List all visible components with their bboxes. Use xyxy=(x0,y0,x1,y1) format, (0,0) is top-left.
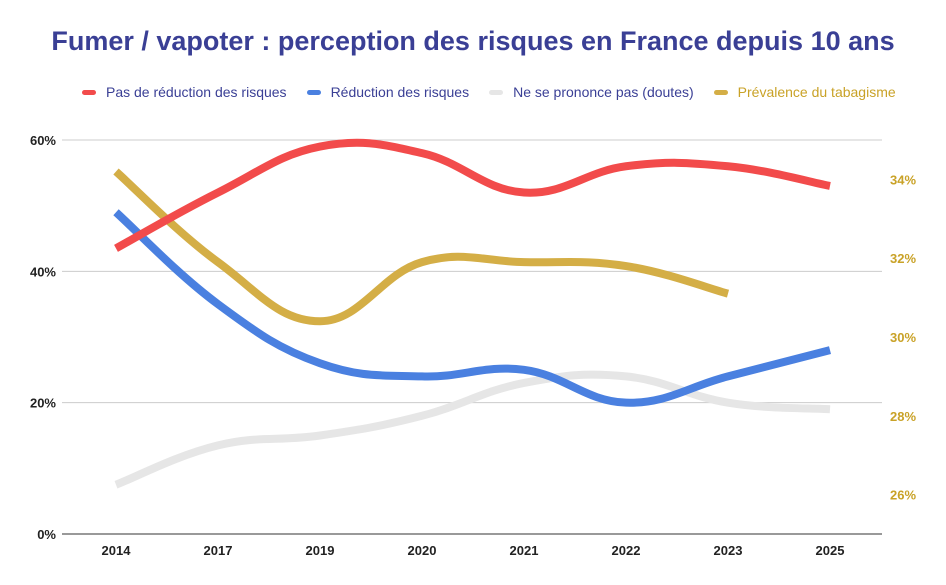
series-line-pas-de-reduction xyxy=(114,138,831,252)
legend-label: Prévalence du tabagisme xyxy=(737,84,896,100)
x-tick-label: 2023 xyxy=(714,543,743,558)
x-tick-label: 2020 xyxy=(408,543,437,558)
y-left-tick-label: 40% xyxy=(30,264,56,279)
series-line-ne-se-prononce-pas xyxy=(114,370,831,489)
y-right-tick-label: 34% xyxy=(890,172,916,187)
legend-swatch-blue xyxy=(306,89,321,95)
x-tick-label: 2021 xyxy=(510,543,539,558)
y-left-tick-label: 60% xyxy=(30,133,56,148)
series-line-prevalence xyxy=(113,168,730,326)
x-tick-label: 2022 xyxy=(612,543,641,558)
y-right-tick-label: 26% xyxy=(890,488,916,503)
legend-item-prevalence[interactable]: Prévalence du tabagisme xyxy=(713,84,896,100)
y-left-tick-label: 0% xyxy=(37,527,56,542)
chart-title: Fumer / vapoter : perception des risques… xyxy=(51,26,895,56)
legend-swatch-red xyxy=(82,89,96,95)
legend-label: Réduction des risques xyxy=(330,84,470,100)
legend-item-ne-se-prononce-pas[interactable]: Ne se prononce pas (doutes) xyxy=(489,84,694,100)
x-tick-label: 2017 xyxy=(204,543,233,558)
legend-item-pas-de-reduction[interactable]: Pas de réduction des risques xyxy=(82,84,287,100)
series-line-reduction xyxy=(113,209,831,407)
y-right-tick-label: 28% xyxy=(890,409,916,424)
legend-label: Ne se prononce pas (doutes) xyxy=(513,84,694,100)
legend-label: Pas de réduction des risques xyxy=(106,84,287,100)
legend-item-reduction[interactable]: Réduction des risques xyxy=(306,84,470,100)
legend-swatch-gold xyxy=(713,89,728,95)
y-right-tick-label: 32% xyxy=(890,251,916,266)
legend-swatch-gray xyxy=(489,89,504,95)
x-tick-label: 2014 xyxy=(102,543,132,558)
y-right-tick-label: 30% xyxy=(890,330,916,345)
x-tick-label: 2025 xyxy=(816,543,845,558)
x-tick-label: 2019 xyxy=(306,543,335,558)
y-left-tick-label: 20% xyxy=(30,396,56,411)
legend: Pas de réduction des risques Réduction d… xyxy=(82,84,916,100)
